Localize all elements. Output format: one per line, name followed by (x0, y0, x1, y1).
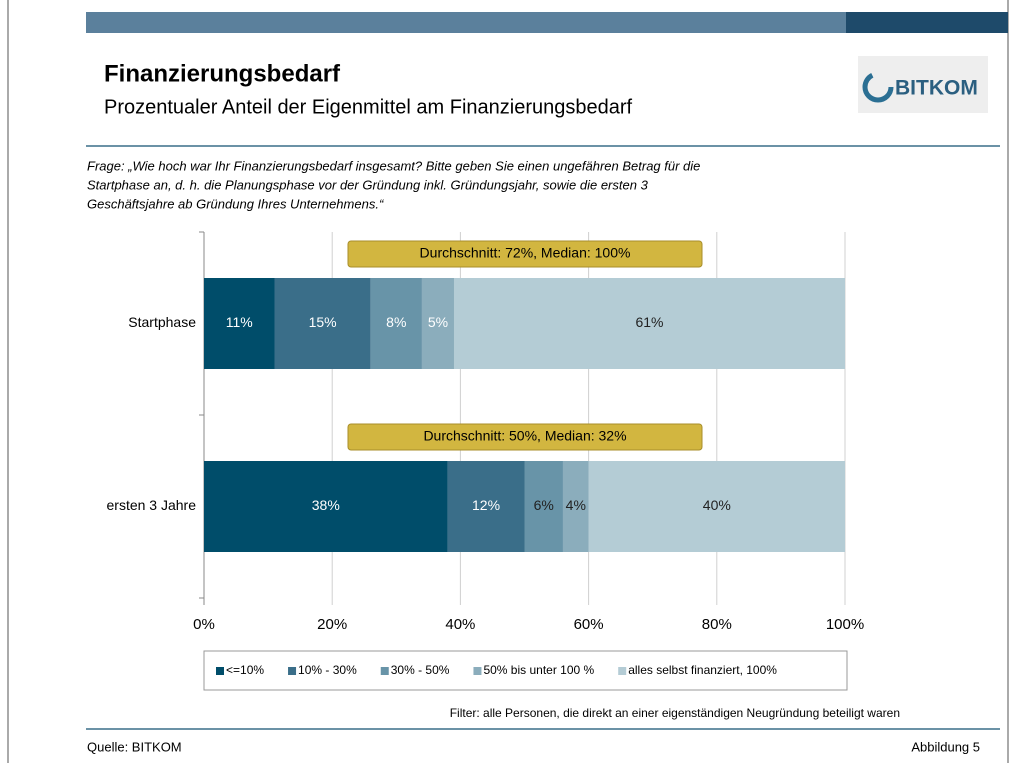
logo-icon (862, 71, 894, 103)
annotation-box (347, 423, 703, 451)
bar-segment (524, 461, 563, 552)
question-line: Geschäftsjahre ab Gründung Ihres Unterne… (87, 196, 384, 211)
legend-label: 50% bis unter 100 % (483, 663, 594, 677)
x-tick-label: 0% (193, 616, 215, 633)
subtitle: Prozentualer Anteil der Eigenmittel am F… (104, 96, 633, 118)
value-label: 4% (566, 497, 586, 513)
value-label: 8% (386, 314, 406, 330)
source: Quelle: BITKOM (87, 739, 182, 754)
x-tick-label: 80% (702, 616, 732, 633)
value-label: 12% (472, 497, 500, 513)
x-tick-label: 20% (317, 616, 347, 633)
legend-swatch (216, 667, 224, 675)
logo-box (858, 56, 988, 113)
legend-swatch (380, 667, 389, 675)
annotation: Durchschnitt: 72%, Median: 100% (420, 245, 631, 261)
legend-label: <=10% (226, 663, 264, 677)
value-label: 6% (534, 497, 554, 513)
bar-segment (421, 278, 454, 369)
bar-segment (204, 278, 275, 369)
value-label: 61% (635, 314, 663, 330)
figure-number: Abbildung 5 (911, 739, 980, 754)
annotation: Durchschnitt: 50%, Median: 32% (423, 428, 626, 444)
value-label: 38% (312, 497, 340, 513)
annotation-box (347, 240, 703, 268)
banner (86, 12, 846, 33)
x-tick-label: 100% (826, 616, 864, 633)
value-label: 40% (703, 497, 731, 513)
question-line: Startphase an, d. h. die Planungsphase v… (87, 177, 649, 192)
legend-swatch (473, 667, 482, 675)
bar-segment (562, 461, 589, 552)
bar-segment (370, 278, 422, 369)
legend-swatch (288, 667, 297, 675)
bar-segment (453, 278, 845, 369)
legend-swatch (618, 667, 627, 675)
title: Finanzierungsbedarf (104, 60, 341, 87)
bar-segment (274, 278, 371, 369)
bar-segment (447, 461, 525, 552)
legend-label: 10% - 30% (298, 663, 357, 677)
x-tick-label: 40% (445, 616, 475, 633)
logo-text: BITKOM (895, 77, 978, 100)
legend-box (203, 650, 848, 691)
bar-segment (588, 461, 845, 552)
legend-label: alles selbst finanziert, 100% (628, 663, 777, 677)
question-line: Frage: „Wie hoch war Ihr Finanzierungsbe… (87, 158, 700, 173)
x-tick-label: 60% (574, 616, 604, 633)
banner-dark (846, 12, 1008, 33)
value-label: 11% (226, 314, 253, 330)
y-tick-label: ersten 3 Jahre (107, 497, 197, 513)
legend-label: 30% - 50% (391, 663, 450, 677)
value-label: 5% (428, 314, 448, 330)
y-tick-label: Startphase (128, 314, 196, 330)
bar-segment (204, 461, 448, 552)
filter-note: Filter: alle Personen, die direkt an ein… (450, 706, 900, 720)
value-label: 15% (309, 314, 337, 330)
